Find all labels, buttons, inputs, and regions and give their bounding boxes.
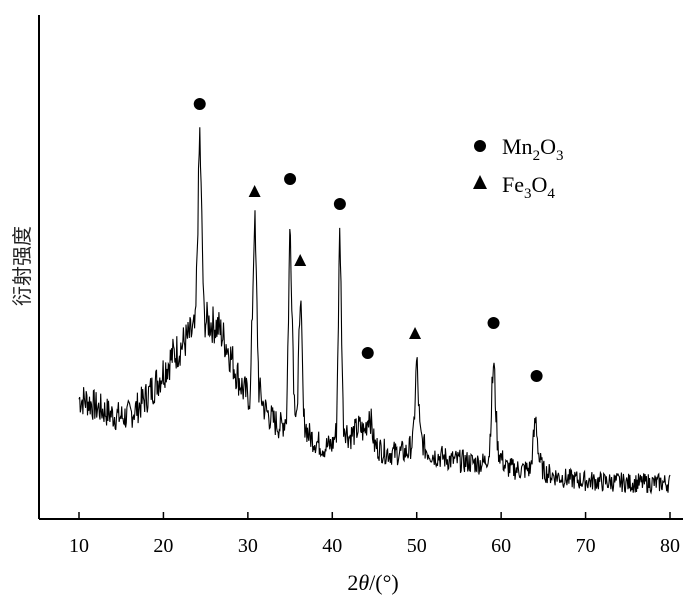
x-tick-label: 10 [69,535,89,557]
fe3o4-peak-marker [248,185,261,197]
legend-item-mn2o3: Mn2O3 [474,134,563,164]
fe3o4-peak-marker [294,254,307,266]
x-axis-title: 2θ/(°) [347,570,398,595]
legend-label-fe3o4: Fe3O4 [502,172,555,202]
x-axis-title-var: θ [358,570,369,595]
x-tick-label: 80 [660,535,680,557]
x-tick-label: 30 [238,535,258,557]
legend-circle-marker [474,140,486,152]
peak-markers [193,98,543,382]
x-axis-title-suffix: /(°) [369,570,399,595]
y-axis-title: 衍射强度 [10,226,34,306]
x-tick-label: 40 [322,535,342,557]
mn2o3-peak-marker [333,198,346,210]
x-tick-label: 70 [576,535,596,557]
legend-label-mn2o3: Mn2O3 [502,134,563,164]
legend: Mn2O3 Fe3O4 [473,134,563,202]
mn2o3-peak-marker [361,347,374,359]
y-axis-title-text: 衍射强度 [10,226,34,306]
mn2o3-peak-marker [284,173,297,185]
x-tick-label: 50 [407,535,427,557]
xrd-series-line [78,127,671,495]
legend-item-fe3o4: Fe3O4 [473,172,555,202]
mn2o3-peak-marker [193,98,206,110]
legend-triangle-marker [473,175,487,189]
axes [38,15,683,520]
x-tick-label: 60 [491,535,511,557]
mn2o3-peak-marker [487,317,500,329]
series-layer [78,127,671,495]
fe3o4-peak-marker [409,327,422,339]
x-tick-label: 20 [153,535,173,557]
x-axis-title-prefix: 2 [347,570,358,595]
mn2o3-peak-marker [530,370,543,382]
x-ticks: 10 20 30 40 50 60 70 80 [69,512,680,557]
